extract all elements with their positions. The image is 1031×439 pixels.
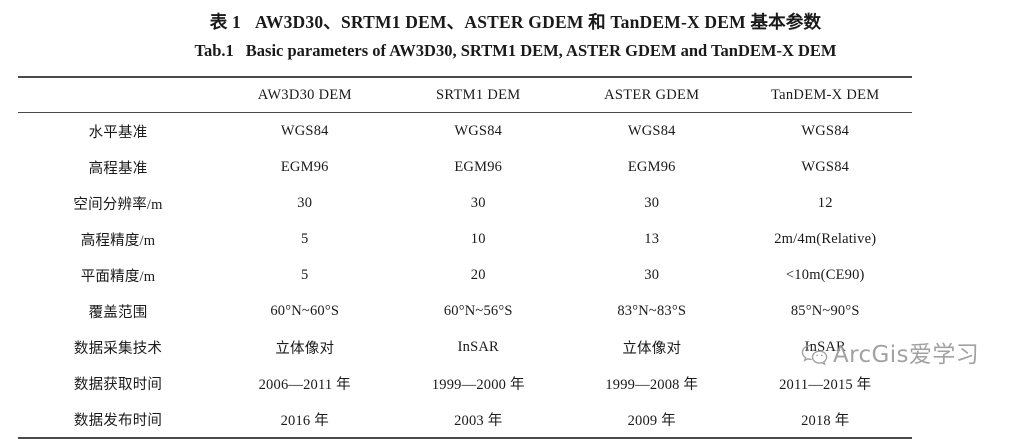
- table-cell: InSAR: [804, 338, 846, 355]
- caption-english-number: Tab.1: [194, 41, 234, 60]
- table-cell: 30: [470, 194, 486, 211]
- table-header: AW3D30 DEM SRTM1 DEM ASTER GDEM TanDEM-X…: [18, 76, 912, 113]
- column-header-srtm1: SRTM1 DEM: [391, 76, 565, 113]
- table-cell: 2006—2011 年: [258, 376, 351, 393]
- parameters-table-container: AW3D30 DEM SRTM1 DEM ASTER GDEM TanDEM-X…: [18, 76, 912, 439]
- table-cell: 10: [470, 230, 486, 247]
- table-cell: 30: [297, 194, 313, 211]
- table-cell: 12: [817, 194, 833, 211]
- table-cell: WGS84: [454, 122, 503, 139]
- table-row: 数据获取时间 2006—2011 年 1999—2000 年 1999—2008…: [18, 365, 912, 401]
- table-cell: 83°N~83°S: [617, 302, 687, 319]
- table-cell: WGS84: [801, 158, 850, 175]
- column-header-aster: ASTER GDEM: [565, 76, 739, 113]
- table-cell: InSAR: [457, 338, 499, 355]
- table-cell: 5: [301, 266, 309, 283]
- table-cell: 立体像对: [275, 340, 335, 357]
- row-label: 水平基准: [88, 124, 148, 141]
- table-cell: 13: [644, 230, 660, 247]
- row-label: 高程精度/m: [80, 232, 156, 249]
- table-row: 平面精度/m 5 20 30 <10m(CE90): [18, 257, 912, 293]
- table-cell: 85°N~90°S: [790, 302, 860, 319]
- table-cell: <10m(CE90): [785, 266, 865, 283]
- table-cell: 30: [644, 194, 660, 211]
- table-cell: 2m/4m(Relative): [774, 230, 877, 247]
- row-label: 数据获取时间: [73, 376, 163, 393]
- table-corner-cell: [18, 76, 218, 113]
- row-label: 数据采集技术: [73, 340, 163, 357]
- caption-chinese-title: AW3D30、SRTM1 DEM、ASTER GDEM 和 TanDEM-X D…: [255, 12, 822, 32]
- table-cell: 60°N~60°S: [270, 302, 340, 319]
- table-cell: 30: [644, 266, 660, 283]
- table-row: 高程精度/m 5 10 13 2m/4m(Relative): [18, 221, 912, 257]
- table-cell: 60°N~56°S: [443, 302, 513, 319]
- table-cell: EGM96: [627, 158, 676, 175]
- table-cell: 5: [301, 230, 309, 247]
- table-row: 空间分辨率/m 30 30 30 12: [18, 185, 912, 221]
- table-row: 高程基准 EGM96 EGM96 EGM96 WGS84: [18, 149, 912, 185]
- table-cell: 1999—2008 年: [605, 376, 699, 393]
- table-cell: 2016 年: [218, 401, 392, 439]
- row-label: 平面精度/m: [80, 268, 156, 285]
- column-header-tandemx: TanDEM-X DEM: [738, 76, 912, 113]
- caption-english-title: Basic parameters of AW3D30, SRTM1 DEM, A…: [245, 41, 837, 60]
- table-header-row: AW3D30 DEM SRTM1 DEM ASTER GDEM TanDEM-X…: [18, 76, 912, 113]
- table-row: 覆盖范围 60°N~60°S 60°N~56°S 83°N~83°S 85°N~…: [18, 293, 912, 329]
- table-cell: WGS84: [280, 122, 329, 139]
- caption-chinese: 表 1 AW3D30、SRTM1 DEM、ASTER GDEM 和 TanDEM-…: [0, 8, 1031, 36]
- table-cell: 20: [470, 266, 486, 283]
- row-label: 空间分辨率/m: [73, 196, 163, 213]
- table-cell: EGM96: [454, 158, 503, 175]
- table-cell: 立体像对: [622, 340, 682, 357]
- table-row: 数据发布时间 2016 年 2003 年 2009 年 2018 年: [18, 401, 912, 439]
- parameters-table: AW3D30 DEM SRTM1 DEM ASTER GDEM TanDEM-X…: [18, 76, 912, 439]
- row-label: 覆盖范围: [88, 304, 148, 321]
- table-cell: EGM96: [280, 158, 329, 175]
- table-row: 数据采集技术 立体像对 InSAR 立体像对 InSAR: [18, 329, 912, 365]
- table-cell: 2003 年: [391, 401, 565, 439]
- caption-english: Tab.1 Basic parameters of AW3D30, SRTM1 D…: [0, 37, 1031, 65]
- table-cell: WGS84: [801, 122, 850, 139]
- table-cell: 1999—2000 年: [431, 376, 525, 393]
- table-cell: 2011—2015 年: [779, 376, 872, 393]
- table-cell: 2018 年: [738, 401, 912, 439]
- table-caption: 表 1 AW3D30、SRTM1 DEM、ASTER GDEM 和 TanDEM-…: [0, 0, 1031, 65]
- table-cell: WGS84: [627, 122, 676, 139]
- column-header-aw3d30: AW3D30 DEM: [218, 76, 392, 113]
- table-body: 水平基准 WGS84 WGS84 WGS84 WGS84 高程基准 EGM96 …: [18, 113, 912, 439]
- row-label: 高程基准: [88, 160, 148, 177]
- table-row: 水平基准 WGS84 WGS84 WGS84 WGS84: [18, 113, 912, 150]
- caption-chinese-number: 表 1: [209, 12, 241, 32]
- row-label: 数据发布时间: [18, 401, 218, 439]
- table-cell: 2009 年: [565, 401, 739, 439]
